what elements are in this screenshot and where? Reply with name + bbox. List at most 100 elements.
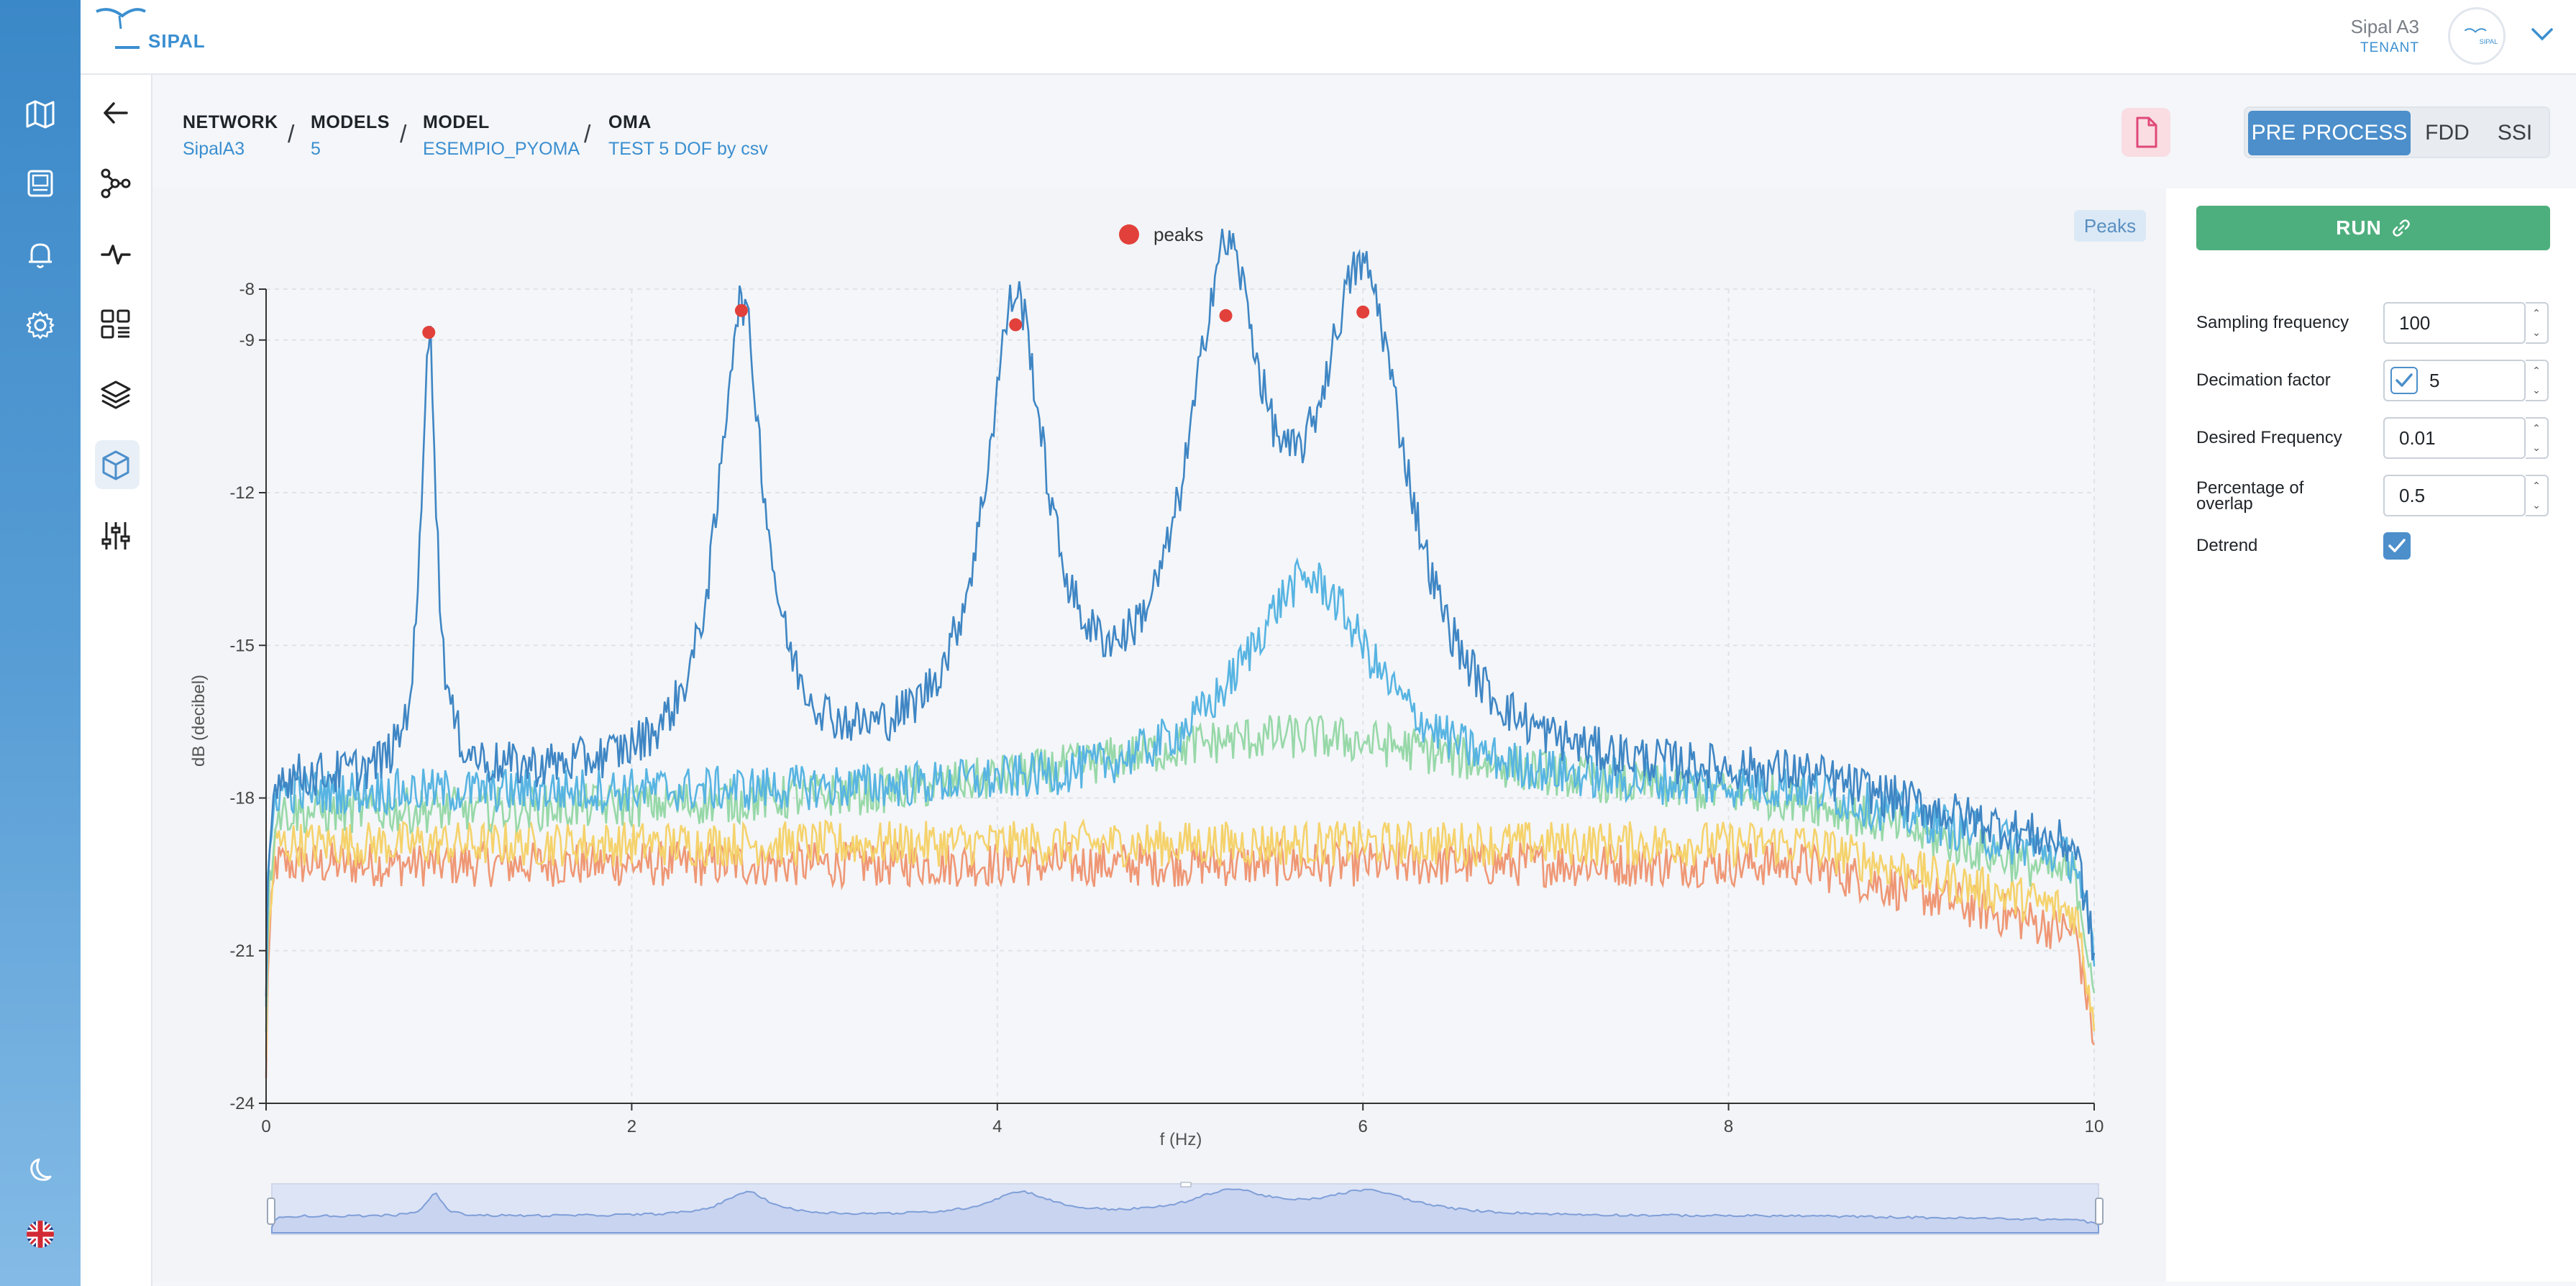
bell-icon[interactable]	[24, 239, 56, 270]
peak-marker[interactable]	[422, 326, 436, 339]
run-label: RUN	[2336, 216, 2382, 239]
run-button[interactable]: RUN	[2196, 206, 2550, 250]
peak-marker[interactable]	[1356, 305, 1370, 319]
x-tick-label: 2	[627, 1117, 636, 1136]
back-arrow-icon[interactable]	[99, 96, 132, 129]
dashboard-list-icon[interactable]	[99, 308, 132, 341]
breadcrumb-model[interactable]: MODEL ESEMPIO_PYOMA	[423, 112, 580, 160]
breadcrumb-value[interactable]: TEST 5 DOF by csv	[608, 139, 768, 159]
param-label-sampling-frequency: Sampling frequency	[2196, 313, 2349, 332]
tab-pre-process[interactable]: PRE PROCESS	[2248, 111, 2411, 155]
breadcrumb-label: OMA	[608, 112, 652, 132]
chevron-down-icon[interactable]	[2530, 23, 2554, 45]
legend-marker-peaks[interactable]	[1119, 224, 1139, 245]
secondary-sidebar	[81, 75, 152, 1286]
stepper-down-icon[interactable]: ⌄	[2532, 327, 2541, 338]
decimation-factor-input[interactable]: 5	[2383, 360, 2526, 401]
param-label-line: overlap	[2196, 494, 2253, 514]
link-icon	[2393, 219, 2410, 237]
layers-icon[interactable]	[99, 378, 132, 411]
moon-icon[interactable]	[24, 1155, 56, 1187]
legend-label-peaks[interactable]: peaks	[1154, 224, 1203, 245]
sipal-logo-icon[interactable]	[93, 7, 209, 58]
y-tick-label: -18	[229, 789, 255, 808]
stepper-down-icon[interactable]: ⌄	[2532, 442, 2541, 453]
x-tick-label: 4	[992, 1117, 1002, 1136]
y-tick-label: -15	[229, 636, 255, 655]
peaks-badge[interactable]: Peaks	[2074, 210, 2146, 242]
sliders-icon[interactable]	[99, 519, 132, 552]
psd-series-line[interactable]	[265, 818, 2096, 1058]
primary-sidebar	[0, 0, 81, 1286]
stepper-down-icon[interactable]: ⌄	[2532, 384, 2541, 396]
x-tick-label: 6	[1358, 1117, 1368, 1136]
zoom-slider[interactable]	[267, 1182, 2104, 1235]
psd-series-line[interactable]	[265, 557, 2096, 1007]
param-label-desired-frequency: Desired Frequency	[2196, 428, 2342, 447]
param-label-detrend: Detrend	[2196, 536, 2258, 555]
psd-series-line[interactable]	[265, 228, 2096, 997]
zoom-top-grip[interactable]	[1180, 1182, 1192, 1187]
y-axis-label: dB (decibel)	[189, 675, 209, 767]
stepper-up-icon[interactable]: ⌃	[2532, 480, 2541, 491]
desired-frequency-stepper[interactable]: ⌃ ⌄	[2526, 417, 2549, 459]
y-tick-label: -24	[229, 1094, 255, 1113]
breadcrumb-value[interactable]: 5	[311, 139, 321, 159]
peak-marker[interactable]	[1219, 309, 1233, 322]
x-axis-label: f (Hz)	[1160, 1130, 1202, 1149]
parameters-panel	[2166, 188, 2576, 1282]
detrend-checkbox[interactable]	[2383, 532, 2411, 560]
gear-icon[interactable]	[24, 309, 56, 341]
zoom-handle-left[interactable]	[267, 1198, 275, 1225]
peak-marker[interactable]	[734, 304, 748, 317]
calendar-icon[interactable]	[24, 167, 56, 199]
breadcrumb-oma[interactable]: OMA TEST 5 DOF by csv	[608, 112, 768, 160]
tab-ssi[interactable]: SSI	[2497, 121, 2533, 145]
breadcrumb-label: MODEL	[423, 112, 490, 132]
y-tick-label: -21	[229, 941, 255, 961]
percentage-overlap-input[interactable]: 0.5	[2383, 475, 2526, 516]
breadcrumb-network[interactable]: NETWORK SipalA3	[183, 112, 278, 160]
breadcrumb-label: NETWORK	[183, 112, 278, 132]
desired-frequency-input[interactable]: 0.01	[2383, 417, 2526, 459]
pulse-icon[interactable]	[99, 237, 132, 270]
mode-tabs: PRE PROCESS FDD SSI	[2244, 106, 2550, 158]
x-tick-label: 10	[2085, 1117, 2104, 1136]
breadcrumb-models[interactable]: MODELS 5	[311, 112, 390, 160]
breadcrumb-value[interactable]: ESEMPIO_PYOMA	[423, 139, 580, 159]
peak-marker[interactable]	[1009, 318, 1023, 332]
stepper-down-icon[interactable]: ⌄	[2532, 499, 2541, 511]
breadcrumb-separator: /	[584, 121, 591, 148]
sampling-frequency-input[interactable]: 100	[2383, 302, 2526, 344]
avatar[interactable]: SIPAL	[2448, 7, 2506, 65]
sampling-frequency-stepper[interactable]: ⌃ ⌄	[2526, 302, 2549, 344]
x-tick-label: 0	[261, 1117, 270, 1136]
stepper-up-icon[interactable]: ⌃	[2532, 365, 2541, 376]
psd-series-line[interactable]	[265, 837, 2096, 1078]
stepper-up-icon[interactable]: ⌃	[2532, 422, 2541, 434]
breadcrumb-separator: /	[288, 121, 295, 148]
top-header: SIPAL Sipal A3 TENANT SIPAL	[0, 0, 2576, 75]
cube-icon[interactable]	[99, 449, 132, 482]
percentage-overlap-stepper[interactable]: ⌃ ⌄	[2526, 475, 2549, 516]
logo-text: SIPAL	[148, 30, 206, 52]
user-role: TENANT	[2360, 40, 2419, 55]
param-label-line: Percentage of	[2196, 478, 2304, 498]
param-label-percentage-overlap: Percentage of overlap	[2196, 478, 2304, 514]
decimation-factor-checkbox[interactable]	[2390, 367, 2418, 394]
y-tick-label: -12	[229, 483, 255, 503]
map-icon[interactable]	[24, 98, 56, 129]
param-label-decimation-factor: Decimation factor	[2196, 370, 2331, 390]
decimation-factor-stepper[interactable]: ⌃ ⌄	[2526, 360, 2549, 401]
network-icon[interactable]	[99, 167, 132, 200]
x-tick-label: 8	[1724, 1117, 1733, 1136]
avatar-text: SIPAL	[2480, 38, 2498, 45]
breadcrumb-value[interactable]: SipalA3	[183, 139, 245, 159]
tab-fdd[interactable]: FDD	[2425, 121, 2470, 145]
zoom-handle-right[interactable]	[2095, 1198, 2104, 1225]
psd-chart: 0 2 4 6 8 10-24-21-18-15-12-9-8 peaks f (Hz) …	[189, 224, 2104, 1235]
document-button[interactable]	[2121, 108, 2170, 157]
stepper-up-icon[interactable]: ⌃	[2532, 307, 2541, 319]
y-tick-label: -9	[239, 331, 255, 350]
uk-flag-icon[interactable]	[24, 1218, 56, 1250]
